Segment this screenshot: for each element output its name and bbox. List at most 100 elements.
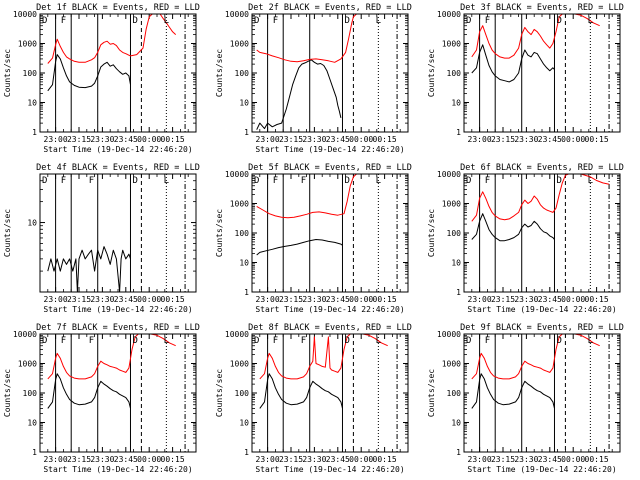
top-marker-label: D (344, 16, 349, 26)
x-tick-label: 00:15 (373, 455, 397, 464)
x-tick-label: 23:00 (44, 135, 68, 144)
plot-frame (39, 173, 197, 293)
y-tick-label: 100 (235, 229, 250, 238)
y-tick-label: 1000 (18, 360, 37, 369)
y-tick-label: 1000 (230, 200, 249, 209)
y-tick-label: 10 (451, 99, 461, 108)
x-tick-label: 23:15 (67, 295, 91, 304)
panel-title: Det 2f BLACK = Events, RED = LLD (248, 3, 412, 13)
top-marker-label: F (301, 176, 306, 186)
y-axis-label: Counts/sec (3, 209, 12, 257)
x-tick-label: 23:00 (256, 135, 280, 144)
panel-title: Det 6f BLACK = Events, RED = LLD (460, 163, 624, 173)
y-axis-label: Counts/sec (3, 369, 12, 417)
y-tick-label: 1 (32, 128, 37, 137)
x-tick-label: 23:45 (538, 295, 562, 304)
top-marker-label: F (273, 16, 278, 26)
top-marker-label: L (376, 16, 381, 26)
x-axis-label: Start Time (19-Dec-14 22:46:20) (43, 305, 192, 314)
panel-det-3: Det 3f BLACK = Events, RED = LLD Counts/s… (427, 3, 624, 144)
y-tick-label: 1 (456, 128, 461, 137)
events-series-line (471, 44, 555, 83)
y-tick-label: 10 (451, 419, 461, 428)
lld-series-line (256, 14, 398, 63)
events-series-line (256, 59, 342, 130)
y-tick-label: 1000 (442, 40, 461, 49)
panel-det-6: Det 6f BLACK = Events, RED = LLD Counts/s… (427, 163, 624, 314)
panel-title: Det 5f BLACK = Events, RED = LLD (248, 163, 412, 173)
y-tick-label: 100 (23, 389, 38, 398)
top-marker-label: L (376, 176, 381, 186)
top-marker-label: D (466, 16, 471, 26)
top-marker-label: F (61, 16, 66, 26)
y-tick-label: 1000 (18, 40, 37, 49)
y-axis-label: Counts/sec (215, 369, 224, 417)
events-series-line (47, 373, 131, 409)
panel-det-1: Det 1f BLACK = Events, RED = LLD Counts/s… (3, 3, 200, 154)
top-marker-label: F (301, 336, 306, 346)
x-tick-label: 23:00 (468, 455, 492, 464)
top-marker-label: L (588, 16, 593, 26)
y-tick-label: 100 (235, 389, 250, 398)
top-marker-label: F (89, 176, 94, 186)
x-tick-label: 23:00 (468, 135, 492, 144)
panel-det-4: Det 4f BLACK = Events, RED = LLD Counts/s… (3, 163, 200, 314)
lld-series-line (259, 334, 388, 380)
top-marker-label: F (485, 336, 490, 346)
x-tick-label: 23:45 (114, 455, 138, 464)
top-marker-label: D (344, 336, 349, 346)
y-tick-label: 10000 (13, 10, 37, 19)
x-tick-label: 00:15 (585, 455, 609, 464)
x-tick-label: 23:45 (114, 135, 138, 144)
y-tick-label: 1000 (230, 360, 249, 369)
x-tick-label: 23:45 (326, 295, 350, 304)
x-axis-label: Start Time (19-Dec-14 22:46:20) (255, 305, 404, 314)
top-marker-label: L (164, 336, 169, 346)
top-marker-label: D (132, 176, 137, 186)
y-tick-label: 10 (27, 219, 37, 228)
top-marker-label: D (556, 336, 561, 346)
top-marker-label: F (61, 176, 66, 186)
plot-frame (251, 173, 409, 293)
top-marker-label: L (588, 176, 593, 186)
y-tick-label: 10000 (437, 170, 461, 179)
x-axis-label: Start Time (19-Dec-14 22:46:20) (255, 145, 404, 154)
y-tick-label: 10000 (437, 330, 461, 339)
x-tick-label: 23:30 (514, 135, 538, 144)
events-series-line (471, 213, 555, 242)
top-marker-label: L (164, 176, 169, 186)
y-tick-label: 1000 (442, 200, 461, 209)
top-marker-label: D (42, 176, 47, 186)
plot-frame (39, 333, 197, 453)
y-tick-label: 10 (239, 99, 249, 108)
x-tick-label: 23:15 (491, 295, 515, 304)
y-tick-label: 1 (32, 448, 37, 457)
x-tick-label: 00:15 (373, 135, 397, 144)
x-tick-label: 23:15 (67, 455, 91, 464)
lld-series-line (47, 14, 177, 64)
plot-frame (39, 13, 197, 133)
x-tick-label: 00:00 (137, 455, 161, 464)
y-tick-label: 10000 (225, 170, 249, 179)
y-tick-label: 10000 (225, 330, 249, 339)
x-tick-label: 00:00 (561, 295, 585, 304)
top-marker-label: D (42, 16, 47, 26)
top-marker-label: D (466, 336, 471, 346)
y-tick-label: 10 (239, 259, 249, 268)
y-tick-label: 1 (244, 128, 249, 137)
plot-frame (463, 173, 621, 293)
top-marker-label: D (254, 16, 259, 26)
x-tick-label: 00:00 (561, 455, 585, 464)
top-marker-label: D (556, 16, 561, 26)
y-tick-label: 1 (456, 448, 461, 457)
x-tick-label: 23:00 (44, 455, 68, 464)
x-tick-label: 00:00 (137, 295, 161, 304)
x-tick-label: 23:30 (302, 295, 326, 304)
y-tick-label: 10000 (437, 10, 461, 19)
events-series-line (256, 239, 343, 256)
panel-det-7: Det 7f BLACK = Events, RED = LLD Counts/s… (3, 323, 200, 474)
x-tick-label: 23:15 (491, 135, 515, 144)
top-marker-label: D (344, 176, 349, 186)
panel-title: Det 3f BLACK = Events, RED = LLD (460, 3, 624, 13)
y-tick-label: 10 (239, 419, 249, 428)
